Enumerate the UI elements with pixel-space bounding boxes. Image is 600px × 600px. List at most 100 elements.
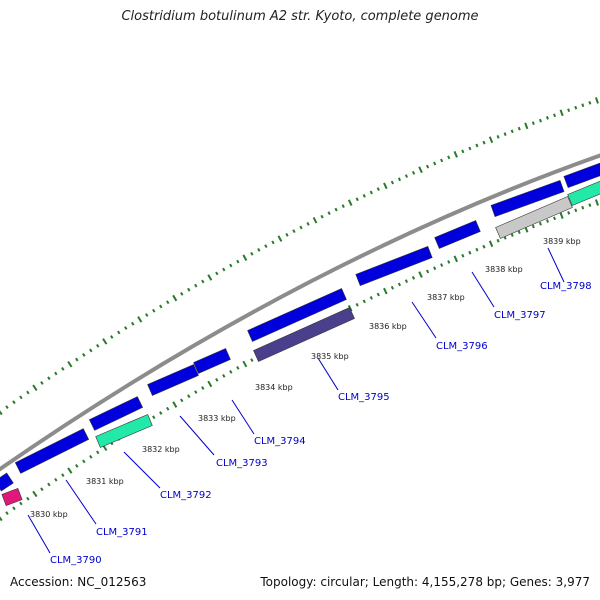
kbp-label: 3835 kbp <box>311 352 349 361</box>
outer-tick <box>40 381 44 385</box>
grey-feature <box>495 196 573 239</box>
inner-tick <box>390 285 395 290</box>
leader-line <box>27 514 51 554</box>
outer-tick <box>131 321 135 326</box>
outer-tick <box>222 267 226 272</box>
inner-tick <box>215 377 219 382</box>
outer-tick <box>0 410 3 416</box>
outer-tick <box>517 126 521 131</box>
gene-label[interactable]: CLM_3792 <box>160 490 212 501</box>
outer-tick <box>75 357 79 362</box>
outer-tick <box>137 316 143 323</box>
outer-tick <box>433 161 437 166</box>
inner-tick <box>461 253 465 258</box>
outer-tick <box>82 353 86 357</box>
inner-tick <box>482 244 486 249</box>
outer-tick <box>26 390 30 395</box>
inner-tick <box>510 233 514 237</box>
outer-tick <box>277 235 283 242</box>
gene-block <box>88 396 144 431</box>
leader-line <box>411 301 437 339</box>
genome-summary: Topology: circular; Length: 4,155,278 bp… <box>260 575 590 589</box>
outer-tick <box>496 135 500 139</box>
outer-tick <box>461 149 465 154</box>
outer-tick <box>271 240 275 245</box>
feature-track <box>0 162 600 506</box>
gene-label[interactable]: CLM_3798 <box>540 281 592 292</box>
outer-tick <box>362 193 366 198</box>
gene-label[interactable]: CLM_3791 <box>96 527 148 538</box>
inner-tick <box>61 473 65 478</box>
outer-tick <box>411 170 416 175</box>
gene-block <box>14 428 90 474</box>
gene-label[interactable]: CLM_3790 <box>50 555 102 566</box>
inner-tick <box>531 224 535 229</box>
gene-label[interactable]: CLM_3793 <box>216 458 268 469</box>
inner-tick <box>397 282 402 287</box>
outer-tick <box>299 225 303 230</box>
outer-tick <box>292 229 296 234</box>
inner-tick <box>0 516 3 522</box>
inner-tick <box>517 230 521 234</box>
outer-tick <box>594 97 599 104</box>
inner-tick <box>574 208 578 213</box>
outer-tick <box>531 121 535 126</box>
outer-tick <box>567 108 571 113</box>
map-title: Clostridium botulinum A2 str. Kyoto, com… <box>121 9 479 24</box>
kbp-label: 3833 kbp <box>198 414 236 423</box>
inner-tick <box>201 386 205 390</box>
outer-tick <box>229 263 233 268</box>
inner-tick <box>475 247 479 252</box>
inner-tick <box>538 221 542 226</box>
outer-tick <box>453 151 458 158</box>
outer-tick <box>581 103 585 108</box>
outer-tick <box>397 177 402 182</box>
outer-tick <box>390 180 395 185</box>
outer-tick <box>242 254 248 261</box>
outer-tick <box>54 371 58 376</box>
gene-label[interactable]: CLM_3797 <box>494 310 546 321</box>
outer-tick <box>89 348 93 353</box>
outer-tick <box>341 204 345 209</box>
leader-line <box>231 399 255 435</box>
inner-tick <box>54 477 58 482</box>
inner-tick <box>96 450 100 455</box>
leader-line <box>317 357 339 391</box>
inner-tick <box>545 219 550 223</box>
outer-tick <box>102 338 108 345</box>
inner-tick <box>594 199 599 206</box>
outer-tick <box>145 313 149 317</box>
outer-tick <box>425 164 430 169</box>
inner-tick <box>229 369 233 374</box>
outer-tick <box>215 271 219 276</box>
gene-label[interactable]: CLM_3794 <box>254 436 306 447</box>
gene-label[interactable]: CLM_3796 <box>436 341 488 352</box>
gene-label[interactable]: CLM_3795 <box>338 392 390 403</box>
gene-block <box>434 220 481 249</box>
outer-tick <box>236 259 240 264</box>
outer-tick <box>152 308 156 313</box>
outer-tick-ring <box>0 97 599 416</box>
outer-tick <box>187 287 191 292</box>
outer-tick <box>383 182 388 190</box>
leader-line <box>65 479 97 525</box>
kbp-label: 3838 kbp <box>485 265 523 274</box>
outer-tick <box>347 199 353 206</box>
teal-feature <box>567 180 600 206</box>
outer-tick <box>588 100 592 105</box>
inner-tick <box>159 411 163 415</box>
outer-tick <box>482 140 486 145</box>
gene-block <box>247 288 347 342</box>
inner-tick <box>242 360 248 368</box>
outer-tick <box>194 283 198 288</box>
gene-block <box>355 246 433 286</box>
outer-tick <box>355 197 359 202</box>
outer-tick <box>166 300 170 305</box>
inner-tick <box>362 299 366 304</box>
inner-tick <box>194 390 198 394</box>
inner-tick <box>496 238 500 243</box>
outer-tick <box>524 122 529 130</box>
inner-tick <box>588 203 592 207</box>
inner-tick <box>488 240 494 248</box>
